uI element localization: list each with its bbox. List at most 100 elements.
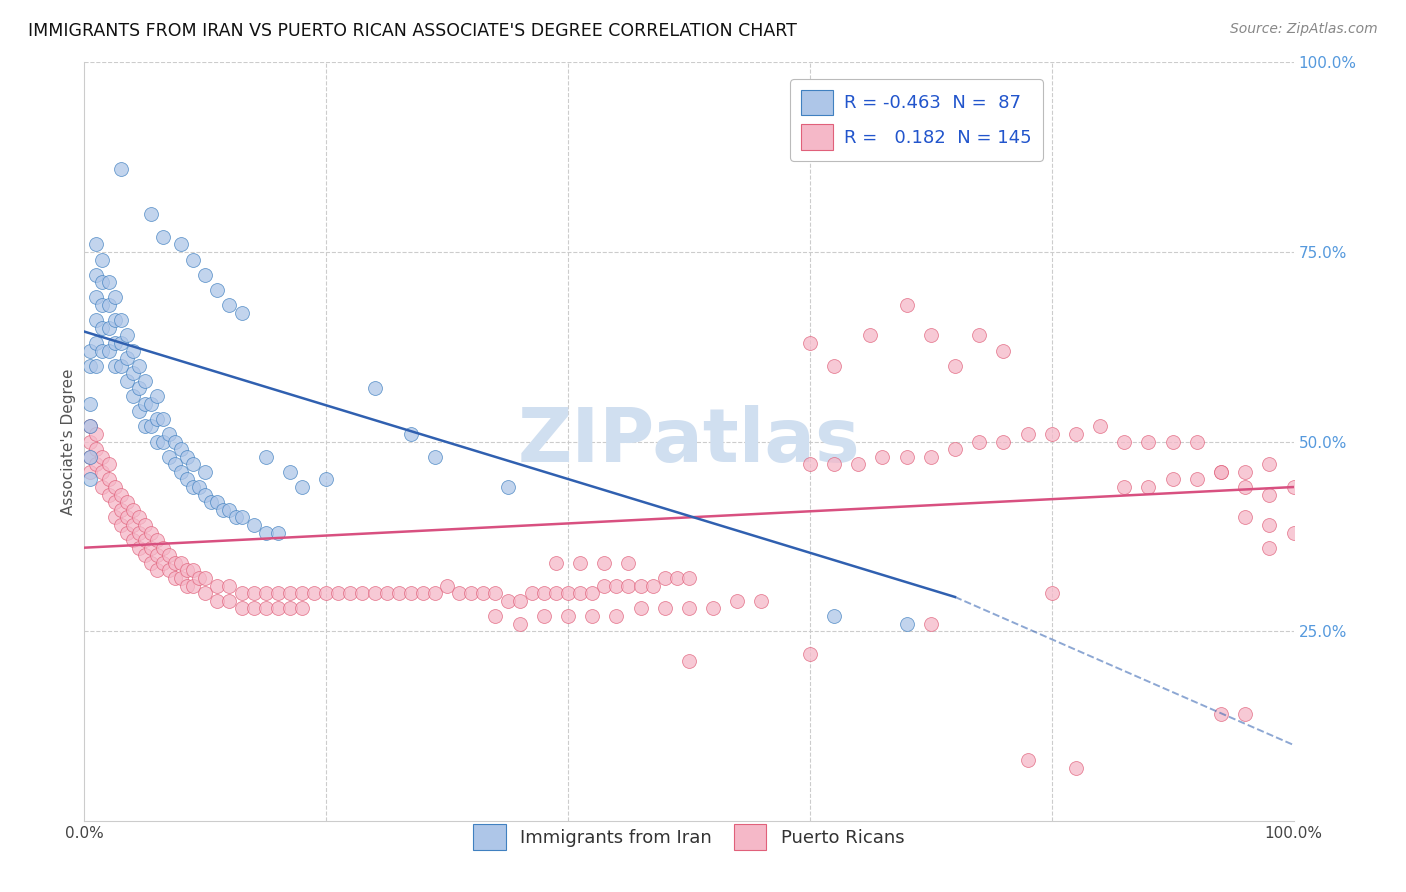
Point: [134, 517, 156, 532]
Point: [1137, 480, 1160, 494]
Text: ZIPatlas: ZIPatlas: [517, 405, 860, 478]
Point: [533, 586, 555, 600]
Point: [146, 564, 169, 578]
Point: [799, 335, 821, 350]
Point: [654, 601, 676, 615]
Point: [79, 359, 101, 373]
Point: [1234, 510, 1257, 524]
Point: [449, 586, 471, 600]
Point: [97, 458, 120, 472]
Point: [194, 487, 217, 501]
Point: [896, 298, 918, 312]
Point: [872, 450, 894, 464]
Point: [91, 320, 114, 334]
Point: [207, 283, 229, 297]
Point: [278, 465, 301, 479]
Point: [231, 586, 253, 600]
Point: [278, 586, 301, 600]
Point: [104, 313, 127, 327]
Point: [544, 586, 567, 600]
Point: [1161, 434, 1184, 449]
Point: [1234, 465, 1257, 479]
Point: [139, 207, 162, 221]
Point: [97, 320, 120, 334]
Point: [436, 579, 458, 593]
Point: [1209, 465, 1232, 479]
Point: [110, 487, 132, 501]
Point: [181, 480, 204, 494]
Point: [544, 556, 567, 570]
Point: [678, 601, 700, 615]
Point: [128, 510, 150, 524]
Point: [121, 533, 143, 548]
Point: [146, 434, 169, 449]
Point: [967, 328, 990, 343]
Point: [146, 533, 169, 548]
Point: [363, 586, 385, 600]
Point: [460, 586, 482, 600]
Point: [115, 510, 138, 524]
Point: [823, 359, 845, 373]
Point: [104, 359, 127, 373]
Point: [496, 594, 519, 608]
Point: [91, 252, 114, 267]
Point: [157, 548, 180, 563]
Point: [79, 419, 101, 434]
Point: [97, 487, 120, 501]
Point: [165, 556, 187, 570]
Point: [128, 525, 150, 540]
Point: [557, 586, 579, 600]
Point: [110, 313, 132, 327]
Point: [218, 503, 240, 517]
Point: [110, 503, 132, 517]
Point: [339, 586, 361, 600]
Point: [115, 525, 138, 540]
Point: [86, 359, 108, 373]
Point: [104, 480, 127, 494]
Point: [91, 298, 114, 312]
Point: [110, 517, 132, 532]
Point: [399, 586, 422, 600]
Point: [375, 586, 398, 600]
Point: [79, 450, 101, 464]
Point: [557, 608, 579, 623]
Point: [91, 343, 114, 358]
Point: [859, 328, 882, 343]
Point: [134, 396, 156, 410]
Point: [328, 586, 350, 600]
Point: [139, 556, 162, 570]
Point: [188, 571, 211, 585]
Point: [152, 229, 174, 244]
Point: [630, 579, 652, 593]
Point: [170, 571, 193, 585]
Point: [139, 419, 162, 434]
Point: [823, 608, 845, 623]
Point: [1209, 707, 1232, 722]
Point: [121, 343, 143, 358]
Point: [920, 328, 942, 343]
Point: [509, 616, 531, 631]
Point: [134, 419, 156, 434]
Point: [194, 268, 217, 282]
Point: [569, 556, 592, 570]
Point: [1017, 753, 1039, 767]
Point: [484, 608, 506, 623]
Point: [1234, 707, 1257, 722]
Point: [115, 374, 138, 388]
Point: [170, 465, 193, 479]
Point: [533, 608, 555, 623]
Point: [157, 564, 180, 578]
Y-axis label: Associate's Degree: Associate's Degree: [60, 368, 76, 515]
Point: [678, 655, 700, 669]
Point: [1040, 586, 1063, 600]
Point: [617, 556, 640, 570]
Point: [1185, 434, 1208, 449]
Point: [157, 450, 180, 464]
Point: [121, 389, 143, 403]
Point: [593, 556, 616, 570]
Point: [218, 298, 240, 312]
Point: [388, 586, 411, 600]
Point: [267, 586, 290, 600]
Point: [1088, 419, 1111, 434]
Point: [152, 412, 174, 426]
